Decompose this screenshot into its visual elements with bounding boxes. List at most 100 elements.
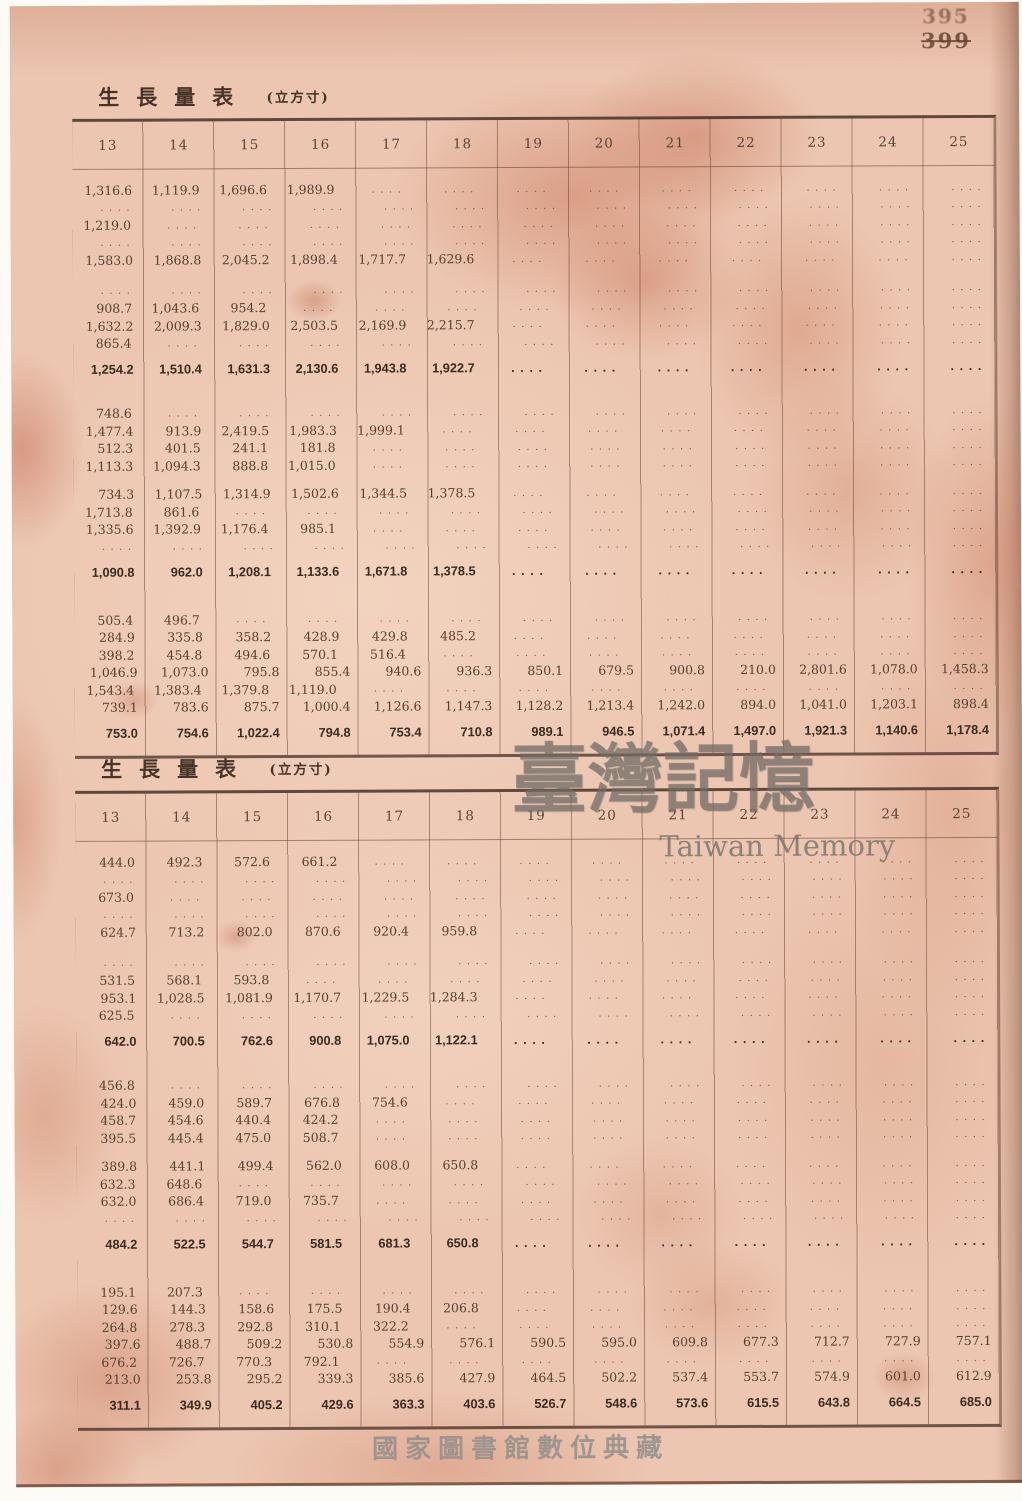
value-cell: 1,133.6 <box>296 564 340 580</box>
empty-cell: . . . . <box>663 681 694 694</box>
value-cell: 1,122.1 <box>434 1031 478 1048</box>
empty-cell: . . . . <box>513 629 545 642</box>
empty-cell: . . . . <box>804 561 837 577</box>
empty-cell: . . . . <box>379 612 410 625</box>
value-cell: 900.8 <box>309 1032 342 1048</box>
empty-cell: . . . . <box>456 539 487 552</box>
empty-cell: . . . . <box>305 973 337 986</box>
empty-cell: . . . . <box>526 1007 558 1020</box>
empty-cell: . . . . <box>166 219 198 232</box>
value-cell: 1,497.0 <box>733 722 777 738</box>
empty-cell: . . . . <box>658 317 690 330</box>
empty-cell: . . . . <box>955 1191 987 1204</box>
empty-cell: . . . . <box>452 335 484 349</box>
empty-cell: . . . . <box>515 423 546 436</box>
empty-cell: . . . . <box>879 485 910 498</box>
value-cell: 1,147.3 <box>444 698 493 714</box>
value-cell: 1,075.0 <box>366 1032 410 1048</box>
empty-cell: . . . . <box>380 218 412 231</box>
empty-cell: . . . . <box>660 1030 693 1047</box>
value-cell: 1,140.6 <box>875 722 919 738</box>
empty-cell: . . . . <box>665 1111 696 1125</box>
value-cell: 2,215.7 <box>426 316 475 333</box>
empty-cell: . . . . <box>737 1129 769 1142</box>
value-cell: 870.6 <box>304 924 341 940</box>
value-cell: 499.4 <box>237 1158 274 1174</box>
empty-cell: . . . . <box>667 234 699 247</box>
empty-cell: . . . . <box>587 422 619 435</box>
empty-cell: . . . . <box>310 1285 342 1298</box>
empty-cell: . . . . <box>955 1128 986 1141</box>
table-row: 1,583.0 1,868.8 2,045.2 1,898.4 1,717.7 1,629… <box>73 248 995 270</box>
empty-cell: . . . . <box>882 1300 914 1313</box>
empty-cell: . . . . <box>812 1282 843 1295</box>
empty-cell: . . . . <box>104 1212 136 1226</box>
value-cell: 612.9 <box>955 1368 992 1384</box>
value-cell: 783.6 <box>172 699 209 715</box>
value-cell: 573.6 <box>676 1394 709 1411</box>
empty-cell: . . . . <box>174 873 205 886</box>
empty-cell: . . . . <box>517 440 549 453</box>
empty-cell: . . . . <box>525 235 557 248</box>
column-header: 22 <box>739 806 759 823</box>
empty-cell: . . . . <box>449 1354 480 1367</box>
empty-cell: . . . . <box>879 421 910 434</box>
empty-cell: . . . . <box>665 1192 697 1206</box>
column-header: 24 <box>878 133 898 150</box>
value-cell: 424.2 <box>302 1112 339 1128</box>
empty-cell: . . . . <box>454 235 486 248</box>
empty-cell: . . . . <box>384 1008 415 1021</box>
empty-cell: . . . . <box>454 200 486 213</box>
value-cell: 989.1 <box>531 723 564 739</box>
empty-cell: . . . . <box>806 628 838 641</box>
empty-cell: . . . . <box>954 1233 987 1249</box>
value-cell: 488.7 <box>175 1336 212 1352</box>
value-cell: 397.6 <box>104 1336 141 1353</box>
empty-cell: . . . . <box>738 404 769 417</box>
column-header: 20 <box>597 807 617 824</box>
value-cell: 492.3 <box>166 854 203 870</box>
empty-cell: . . . . <box>597 889 629 902</box>
value-cell: 735.7 <box>303 1193 339 1209</box>
empty-cell: . . . . <box>951 250 982 263</box>
empty-cell: . . . . <box>316 955 347 969</box>
value-cell: 1,203.1 <box>870 696 918 712</box>
value-cell: 664.5 <box>888 1393 921 1410</box>
empty-cell: . . . . <box>313 284 344 297</box>
value-cell: 1,284.3 <box>429 988 478 1005</box>
empty-cell: . . . . <box>669 1006 701 1020</box>
empty-cell: . . . . <box>807 456 838 469</box>
empty-cell: . . . . <box>882 1093 913 1106</box>
empty-cell: . . . . <box>519 300 550 313</box>
value-cell: 850.1 <box>527 663 564 679</box>
empty-cell: . . . . <box>883 1076 915 1089</box>
column-header: 21 <box>668 806 688 823</box>
total-row-group: 1,090.8 962.0 1,208.1 1,133.6 1,671.8 1,378.5… <box>74 560 996 582</box>
value-cell: 624.7 <box>100 924 137 941</box>
value-cell: 574.9 <box>814 1368 850 1384</box>
empty-cell: . . . . <box>530 1211 561 1224</box>
empty-cell: . . . . <box>740 1175 771 1188</box>
empty-cell: . . . . <box>455 1007 487 1021</box>
empty-cell: . . . . <box>952 456 983 469</box>
empty-cell: . . . . <box>100 284 131 298</box>
value-cell: 1,502.6 <box>291 486 339 502</box>
empty-cell: . . . . <box>588 989 619 1002</box>
value-cell: 295.2 <box>246 1371 283 1387</box>
empty-cell: . . . . <box>883 1192 914 1205</box>
empty-cell: . . . . <box>520 1112 551 1125</box>
value-cell: 1,107.5 <box>154 486 203 502</box>
empty-cell: . . . . <box>809 1157 840 1170</box>
empty-cell: . . . . <box>952 610 984 623</box>
empty-cell: . . . . <box>735 989 766 1002</box>
empty-cell: . . . . <box>810 1192 842 1205</box>
empty-cell: . . . . <box>883 905 914 918</box>
empty-cell: . . . . <box>878 561 911 577</box>
empty-cell: . . . . <box>594 611 625 624</box>
value-cell: 572.6 <box>234 854 270 870</box>
empty-cell: . . . . <box>956 1299 987 1312</box>
column-header-row: 13 14 15 16 17 18 19 20 21 22 23 24 25 <box>75 789 998 842</box>
empty-cell: . . . . <box>658 251 690 265</box>
empty-cell: . . . . <box>167 407 199 420</box>
empty-cell: . . . . <box>661 1234 694 1250</box>
